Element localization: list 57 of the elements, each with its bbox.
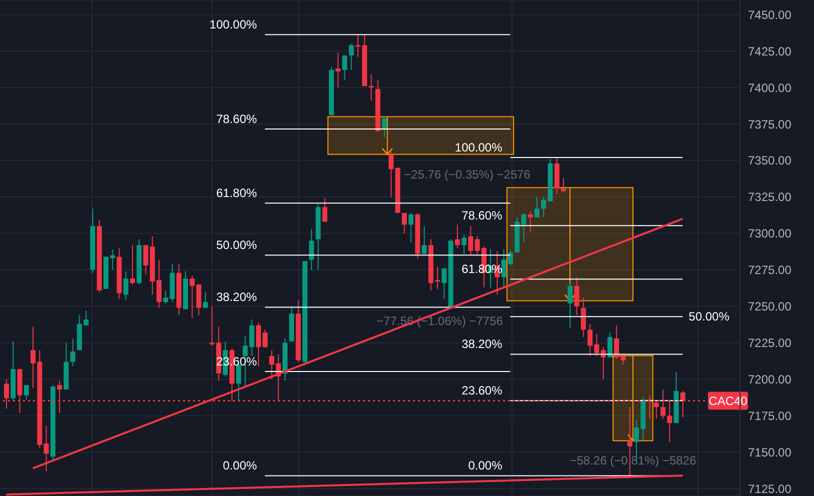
annotation: −25.76 (−0.35%) −2576 xyxy=(404,167,531,182)
candlestick xyxy=(607,332,612,358)
candlestick xyxy=(574,276,580,316)
text: 50.00% xyxy=(688,310,730,324)
candlestick xyxy=(422,226,427,254)
candlestick xyxy=(468,226,474,256)
annotation: 100.00% xyxy=(454,140,503,155)
annotation: 78.60% xyxy=(216,112,258,126)
y-tick-label: 7400.00 xyxy=(748,80,792,95)
y-tick-label: 7300.00 xyxy=(748,226,792,241)
y-tick-label: 7200.00 xyxy=(748,372,792,387)
annotation: 0.00% xyxy=(222,458,258,473)
candlestick xyxy=(24,384,29,400)
annotation: 0.00% xyxy=(468,458,503,473)
candlestick xyxy=(70,338,76,367)
annotation: 100.00% xyxy=(210,18,258,32)
candlestick xyxy=(534,196,540,218)
annotation: 78.60% xyxy=(462,208,503,223)
candlestick xyxy=(202,291,208,308)
candlestick xyxy=(402,212,407,234)
candlestick xyxy=(561,177,566,194)
candlestick xyxy=(348,43,354,71)
y-tick-label: 7275.00 xyxy=(748,263,792,278)
candlestick xyxy=(336,52,341,88)
candlestick xyxy=(462,234,467,254)
candlestick xyxy=(309,228,314,270)
y-tick-label: 7375.00 xyxy=(748,117,792,132)
y-tick-label: 7175.00 xyxy=(748,409,792,424)
y-tick-label: 7225.00 xyxy=(748,336,792,350)
candlestick xyxy=(123,270,128,302)
y-tick-label: 7150.00 xyxy=(748,445,792,460)
annotation: 50.00% xyxy=(216,238,258,252)
candlestick xyxy=(580,297,586,338)
y-tick-label: 7325.00 xyxy=(748,190,792,204)
candlestick xyxy=(368,74,374,102)
candlestick xyxy=(196,284,202,316)
candlestick xyxy=(322,198,328,222)
y-tick-label: 7250.00 xyxy=(748,300,792,314)
y-tick-label: 7425.00 xyxy=(748,44,792,58)
y-tick-label: 7450.00 xyxy=(748,8,792,22)
candlestick xyxy=(382,118,387,138)
candlestick xyxy=(408,212,414,243)
candlestick xyxy=(528,211,533,232)
candlestick xyxy=(163,290,168,304)
candlestick xyxy=(342,54,348,81)
y-tick-label: 7350.00 xyxy=(748,154,792,168)
candlestick xyxy=(269,350,274,380)
annotation: 38.20% xyxy=(216,290,258,304)
annotation: 61.80% xyxy=(216,186,258,200)
candlestick xyxy=(442,268,447,300)
candlestick xyxy=(454,224,460,248)
annotation: 38.20% xyxy=(462,337,503,352)
candlestick xyxy=(190,275,195,319)
candlestick xyxy=(130,244,135,285)
y-tick-label: 7125.00 xyxy=(748,482,792,496)
candlestick xyxy=(249,318,254,356)
annotation: 23.60% xyxy=(462,384,503,398)
